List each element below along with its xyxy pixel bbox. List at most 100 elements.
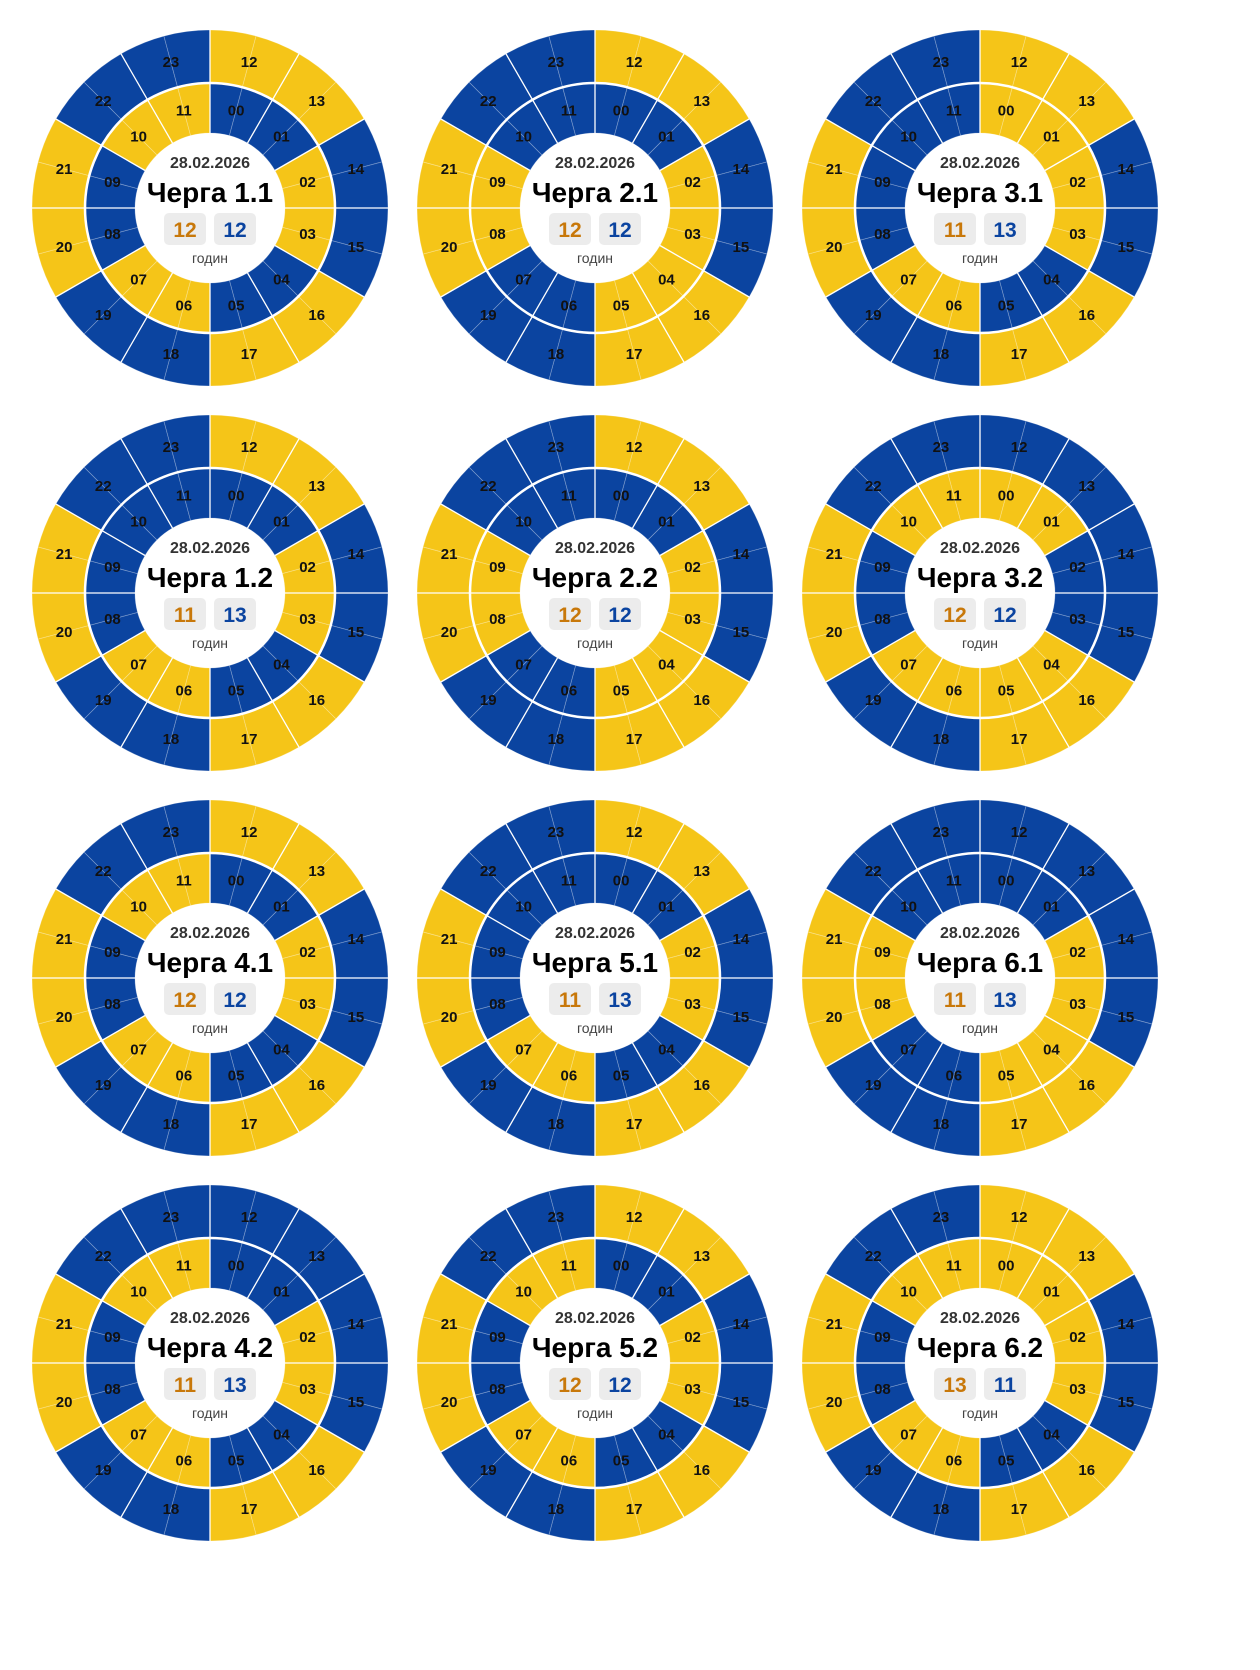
hour-label: 23 (548, 54, 565, 71)
queue-wheel-chart: 00 01 02 03 04 05 06 07 08 09 10 11 12 13 14 15 16 17 18 19… (31, 799, 389, 1157)
hour-label: 21 (441, 546, 458, 563)
hour-divider (890, 438, 944, 529)
hour-label: 07 (515, 1041, 532, 1058)
off-hours-box (984, 213, 1026, 245)
off-hours-count: 12 (993, 604, 1016, 627)
hour-label: 07 (130, 656, 147, 673)
hour-label: 19 (865, 1462, 882, 1479)
hour-label: 14 (348, 1316, 365, 1333)
hour-label: 15 (733, 239, 750, 256)
hour-label: 01 (273, 514, 290, 531)
hour-label: 23 (548, 439, 565, 456)
hour-label: 09 (874, 1329, 891, 1346)
schedule-date: 28.02.2026 (170, 540, 250, 557)
hour-label: 07 (130, 271, 147, 288)
hour-divider (659, 1014, 750, 1068)
off-hours-box (984, 983, 1026, 1015)
hour-divider (440, 1273, 531, 1327)
queue-title: Черга 5.2 (532, 1332, 658, 1363)
hour-label: 22 (95, 93, 112, 110)
hour-label: 02 (299, 1329, 316, 1346)
hour-label: 09 (874, 944, 891, 961)
schedule-date: 28.02.2026 (940, 155, 1020, 172)
hour-divider (825, 1399, 916, 1453)
on-hours-box (549, 213, 591, 245)
queue-title: Черга 6.1 (917, 947, 1043, 978)
off-hours-count: 13 (608, 989, 631, 1012)
hour-label: 17 (1011, 1501, 1028, 1518)
hour-label: 11 (176, 1257, 192, 1274)
hour-divider (246, 53, 300, 144)
hour-label: 20 (826, 1009, 843, 1026)
hour-divider (659, 118, 750, 172)
hour-label: 05 (998, 1068, 1015, 1085)
hour-divider (505, 823, 559, 914)
hour-label: 04 (1043, 1426, 1060, 1443)
hour-label: 19 (480, 307, 497, 324)
hour-label: 00 (228, 102, 245, 119)
hour-label: 23 (548, 1209, 565, 1226)
queue-wheel: 00 01 02 03 04 05 06 07 08 09 10 11 12 13 14 15 16 17 18 19… (790, 788, 1170, 1168)
hour-label: 22 (95, 1248, 112, 1265)
hour-label: 02 (1069, 174, 1086, 191)
hour-label: 12 (241, 54, 258, 71)
schedule-date: 28.02.2026 (940, 1310, 1020, 1327)
hour-label: 01 (1043, 129, 1060, 146)
hour-divider (505, 438, 559, 529)
hour-divider (1016, 823, 1070, 914)
hour-label: 14 (348, 161, 365, 178)
hour-label: 22 (865, 93, 882, 110)
hour-divider (440, 888, 531, 942)
hour-label: 11 (946, 102, 962, 119)
hour-divider (505, 1208, 559, 1299)
hour-divider (120, 823, 174, 914)
hour-label: 14 (1118, 1316, 1135, 1333)
hours-unit-label: годин (192, 1405, 228, 1421)
hour-label: 05 (613, 298, 630, 315)
hour-divider (1044, 244, 1135, 298)
hour-label: 03 (684, 226, 701, 243)
hour-label: 16 (1078, 692, 1095, 709)
on-hours-box (164, 1368, 206, 1400)
hour-label: 14 (1118, 931, 1135, 948)
hour-label: 15 (733, 1394, 750, 1411)
hour-label: 10 (515, 514, 532, 531)
hour-label: 05 (613, 1068, 630, 1085)
hour-label: 03 (684, 1381, 701, 1398)
hour-label: 09 (874, 559, 891, 576)
hour-label: 00 (613, 487, 630, 504)
hour-divider (55, 503, 146, 557)
hour-label: 08 (489, 611, 506, 628)
hour-label: 06 (561, 683, 578, 700)
hour-label: 04 (1043, 656, 1060, 673)
hour-divider (659, 1273, 750, 1327)
hour-label: 01 (273, 899, 290, 916)
hour-label: 10 (130, 899, 147, 916)
hour-label: 08 (489, 996, 506, 1013)
hour-label: 06 (946, 1068, 963, 1085)
hour-label: 23 (163, 824, 180, 841)
hour-label: 08 (874, 1381, 891, 1398)
queue-wheel-chart: 00 01 02 03 04 05 06 07 08 09 10 11 12 13 14 15 16 17 18 19… (801, 1184, 1159, 1542)
hour-divider (631, 272, 685, 363)
queue-wheel-chart: 00 01 02 03 04 05 06 07 08 09 10 11 12 13 14 15 16 17 18 19… (31, 414, 389, 772)
hour-label: 02 (684, 174, 701, 191)
hour-label: 10 (900, 899, 917, 916)
hour-label: 05 (228, 298, 245, 315)
off-hours-count: 12 (608, 219, 631, 242)
on-hours-count: 11 (174, 604, 197, 627)
on-hours-count: 12 (173, 219, 196, 242)
hour-label: 22 (865, 863, 882, 880)
hour-label: 12 (626, 54, 643, 71)
hour-label: 04 (658, 656, 675, 673)
hour-divider (1044, 118, 1135, 172)
schedule-date: 28.02.2026 (170, 1310, 250, 1327)
hour-label: 01 (1043, 1284, 1060, 1301)
hours-unit-label: годин (577, 250, 613, 266)
on-hours-box (549, 598, 591, 630)
hour-label: 21 (441, 161, 458, 178)
hour-label: 14 (733, 161, 750, 178)
hour-label: 07 (900, 1041, 917, 1058)
hours-unit-label: годин (577, 1405, 613, 1421)
